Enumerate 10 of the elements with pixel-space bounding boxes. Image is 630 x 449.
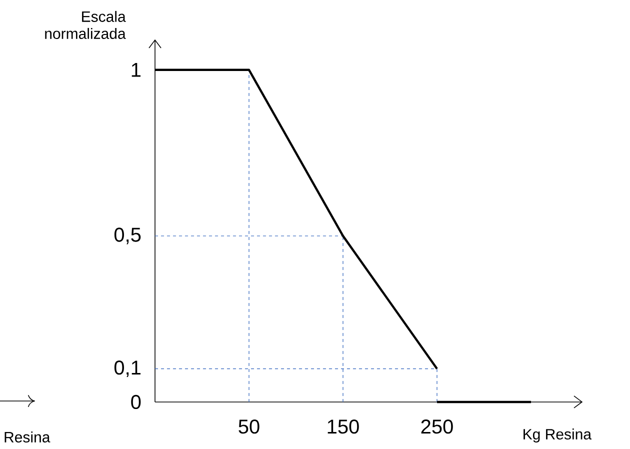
x-tick-label: 250 — [421, 420, 453, 434]
y-tick-label: 0 — [131, 394, 141, 410]
y-tick-label: 0,1 — [114, 360, 140, 378]
x-axis-title: Kg Resina — [524, 428, 592, 442]
x-tick-label: 50 — [238, 420, 260, 434]
text: Resina — [4, 431, 50, 442]
y-tick-label: 0,5 — [114, 228, 141, 244]
x-tick-label: 150 — [328, 420, 359, 434]
y-tick-label: 1 — [132, 63, 140, 77]
y-axis-title: Escala normalizada — [45, 10, 126, 39]
